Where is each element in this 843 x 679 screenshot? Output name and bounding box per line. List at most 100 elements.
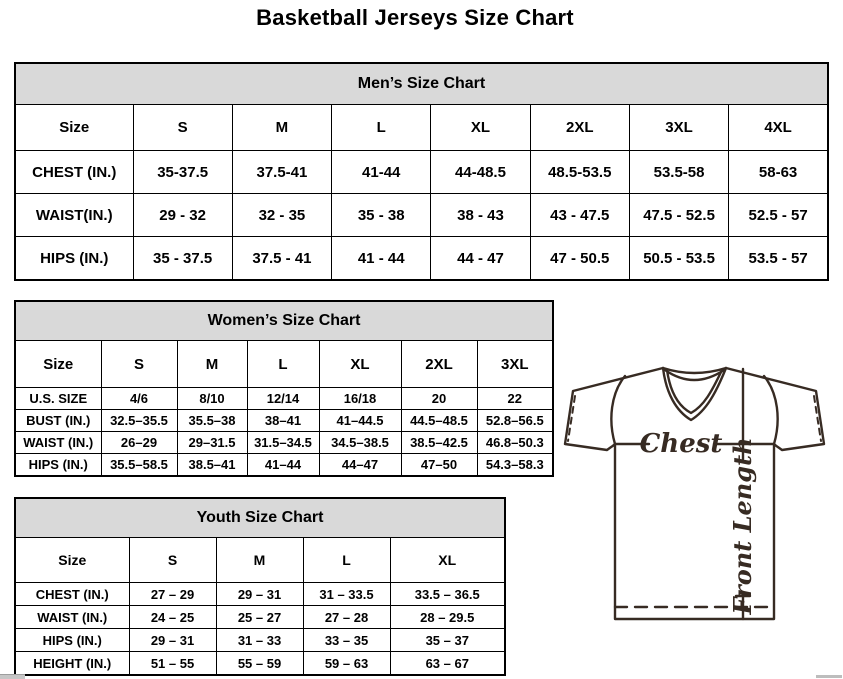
table-cell: 38 - 43 <box>430 193 531 237</box>
table-cell: 35 - 38 <box>331 193 432 237</box>
table-cell: 44 - 47 <box>430 236 531 281</box>
table-cell: 4/6 <box>100 387 178 410</box>
table-cell: 47 - 50.5 <box>529 236 630 281</box>
left-cuff-dashed-icon <box>567 395 576 442</box>
right-cuff-dashed-icon <box>813 395 822 442</box>
table-cell: 29–31.5 <box>176 431 248 454</box>
table-cell: 31 – 33 <box>215 628 304 652</box>
table-cell: 52.8–56.5 <box>476 409 554 432</box>
table-cell: 63 – 67 <box>389 651 506 676</box>
table-cell: 32.5–35.5 <box>100 409 178 432</box>
table-cell: 55 – 59 <box>215 651 304 676</box>
table-cell: 35.5–58.5 <box>100 453 178 477</box>
horizontal-scrollbar-fragment-right[interactable] <box>816 675 842 678</box>
table-row: BUST (IN.) 32.5–35.5 35.5–38 38–41 41–44… <box>14 409 554 432</box>
mens-table-title: Men’s Size Chart <box>14 62 829 105</box>
column-header: L <box>246 340 320 388</box>
table-row: WAIST (IN.) 26–29 29–31.5 31.5–34.5 34.5… <box>14 431 554 454</box>
column-header: M <box>215 537 304 583</box>
table-cell: 50.5 - 53.5 <box>628 236 730 281</box>
table-row: HEIGHT (IN.) 51 – 55 55 – 59 59 – 63 63 … <box>14 651 506 676</box>
table-cell: 41 - 44 <box>331 236 432 281</box>
table-cell: 44–47 <box>318 453 402 477</box>
column-header: L <box>302 537 391 583</box>
table-cell: 31 – 33.5 <box>302 582 391 606</box>
table-cell: 37.5 - 41 <box>231 236 333 281</box>
table-row: HIPS (IN.) 29 – 31 31 – 33 33 – 35 35 – … <box>14 628 506 652</box>
table-row: WAIST (IN.) 24 – 25 25 – 27 27 – 28 28 –… <box>14 605 506 629</box>
table-header-row: Size S M L XL 2XL 3XL <box>14 340 554 388</box>
table-cell: 51 – 55 <box>128 651 217 676</box>
table-cell: 34.5–38.5 <box>318 431 402 454</box>
table-cell: 12/14 <box>246 387 320 410</box>
table-cell: 33.5 – 36.5 <box>389 582 506 606</box>
table-cell: 59 – 63 <box>302 651 391 676</box>
table-cell: 8/10 <box>176 387 248 410</box>
table-cell: 25 – 27 <box>215 605 304 629</box>
table-cell: 33 – 35 <box>302 628 391 652</box>
horizontal-scrollbar-fragment-left[interactable] <box>0 674 25 679</box>
collar-v-outer-icon <box>661 366 728 422</box>
row-label: U.S. SIZE <box>14 387 102 410</box>
collar-back-arc-icon <box>661 366 728 375</box>
table-cell: 47–50 <box>400 453 478 477</box>
column-header: XL <box>318 340 402 388</box>
table-cell: 32 - 35 <box>231 193 333 237</box>
row-label: WAIST (IN.) <box>14 431 102 454</box>
left-sleeve-seam-icon <box>610 374 627 446</box>
table-cell: 16/18 <box>318 387 402 410</box>
jersey-measurement-diagram: Chest Front Length <box>560 362 832 628</box>
table-cell: 38.5–41 <box>176 453 248 477</box>
table-cell: 35.5–38 <box>176 409 248 432</box>
table-cell: 38.5–42.5 <box>400 431 478 454</box>
row-label: HIPS (IN.) <box>14 236 134 281</box>
table-cell: 29 – 31 <box>128 628 217 652</box>
table-header-row: Size S M L XL 2XL 3XL 4XL <box>14 104 829 151</box>
table-cell: 44-48.5 <box>430 150 531 194</box>
row-label: BUST (IN.) <box>14 409 102 432</box>
page-title: Basketball Jerseys Size Chart <box>256 5 574 30</box>
table-cell: 27 – 29 <box>128 582 217 606</box>
column-header: M <box>176 340 248 388</box>
chest-label: Chest <box>640 429 723 459</box>
table-row: WAIST(IN.) 29 - 32 32 - 35 35 - 38 38 - … <box>14 193 829 237</box>
table-row: HIPS (IN.) 35.5–58.5 38.5–41 41–44 44–47… <box>14 453 554 477</box>
row-label: CHEST (IN.) <box>14 582 130 606</box>
womens-table-title: Women’s Size Chart <box>14 300 554 341</box>
table-cell: 27 – 28 <box>302 605 391 629</box>
column-header: S <box>100 340 178 388</box>
table-cell: 28 – 29.5 <box>389 605 506 629</box>
column-header: 3XL <box>628 104 730 151</box>
table-cell: 29 – 31 <box>215 582 304 606</box>
table-row: CHEST (IN.) 27 – 29 29 – 31 31 – 33.5 33… <box>14 582 506 606</box>
table-cell: 31.5–34.5 <box>246 431 320 454</box>
table-cell: 38–41 <box>246 409 320 432</box>
column-header: 4XL <box>728 104 829 151</box>
column-header: 2XL <box>529 104 630 151</box>
table-row: U.S. SIZE 4/6 8/10 12/14 16/18 20 22 <box>14 387 554 410</box>
jersey-outline-icon <box>563 366 826 621</box>
table-cell: 37.5-41 <box>231 150 333 194</box>
table-cell: 20 <box>400 387 478 410</box>
table-cell: 46.8–50.3 <box>476 431 554 454</box>
right-sleeve-seam-icon <box>762 374 779 446</box>
column-header: Size <box>14 537 130 583</box>
table-cell: 58-63 <box>728 150 829 194</box>
table-cell: 53.5 - 57 <box>728 236 829 281</box>
column-header: Size <box>14 104 134 151</box>
table-cell: 35-37.5 <box>132 150 233 194</box>
table-cell: 48.5-53.5 <box>529 150 630 194</box>
table-row: HIPS (IN.) 35 - 37.5 37.5 - 41 41 - 44 4… <box>14 236 829 281</box>
row-label: CHEST (IN.) <box>14 150 134 194</box>
table-cell: 53.5-58 <box>628 150 730 194</box>
row-label: WAIST(IN.) <box>14 193 134 237</box>
table-cell: 35 – 37 <box>389 628 506 652</box>
column-header: Size <box>14 340 102 388</box>
row-label: HIPS (IN.) <box>14 628 130 652</box>
column-header: S <box>132 104 233 151</box>
table-cell: 22 <box>476 387 554 410</box>
table-cell: 41–44.5 <box>318 409 402 432</box>
column-header: L <box>331 104 432 151</box>
row-label: HIPS (IN.) <box>14 453 102 477</box>
youth-table-title: Youth Size Chart <box>14 497 506 538</box>
